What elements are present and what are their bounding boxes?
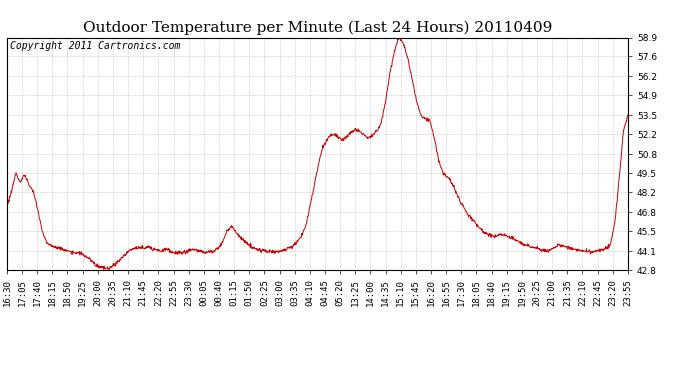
Text: Copyright 2011 Cartronics.com: Copyright 2011 Cartronics.com [10,41,180,51]
Title: Outdoor Temperature per Minute (Last 24 Hours) 20110409: Outdoor Temperature per Minute (Last 24 … [83,21,552,35]
